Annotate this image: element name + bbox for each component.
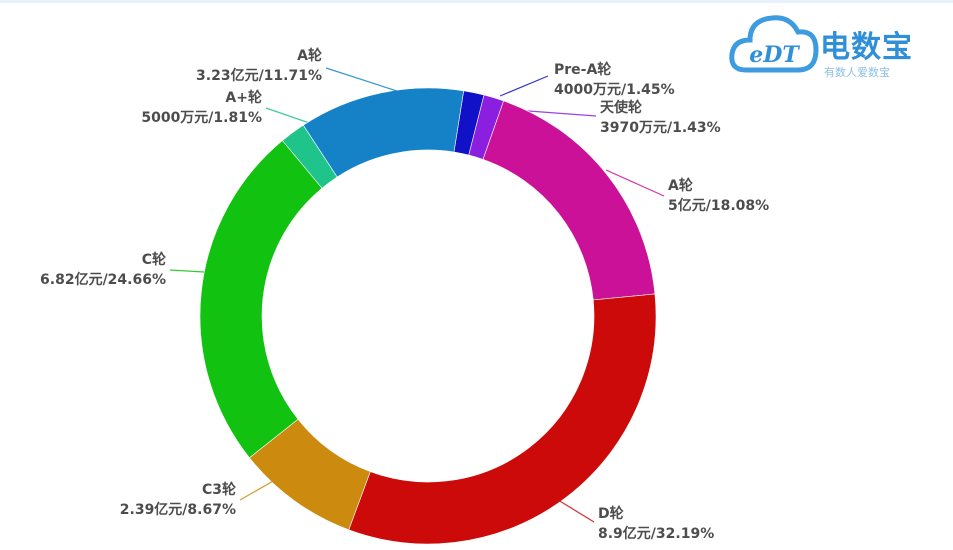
brand-name: 电数宝 <box>820 30 913 65</box>
slice-label: C3轮 <box>202 481 236 498</box>
leader-line <box>239 475 283 501</box>
donut-slice <box>348 293 657 545</box>
slice-label: Pre-A轮 <box>554 61 611 78</box>
brand-logo: eDT 电数宝 有数人爱数宝 <box>728 6 943 86</box>
slice-label: D轮 <box>598 505 624 522</box>
slice-value-label: 5亿元/18.08% <box>668 197 769 214</box>
brand-tagline: 有数人爱数宝 <box>824 66 890 79</box>
slice-value-label: 8.9亿元/32.19% <box>598 525 714 542</box>
leader-line <box>531 483 595 523</box>
slice-label: A+轮 <box>225 89 262 106</box>
slice-label: A轮 <box>668 177 693 194</box>
top-border <box>0 0 953 3</box>
donut-slice <box>199 140 323 459</box>
slice-value-label: 3.23亿元/11.71% <box>196 67 322 84</box>
slice-value-label: 2.39亿元/8.67% <box>120 501 236 518</box>
leader-line <box>325 67 401 93</box>
slice-value-label: 6.82亿元/24.66% <box>40 271 166 288</box>
slice-label: 天使轮 <box>600 99 642 116</box>
slice-value-label: 4000万元/1.45% <box>554 82 675 98</box>
slice-value-label: 3970万元/1.43% <box>600 120 721 136</box>
donut-slice <box>302 87 465 178</box>
slice-label: C轮 <box>142 251 166 268</box>
leader-line <box>499 75 549 97</box>
leader-line <box>169 269 205 273</box>
logo-badge-text: eDT <box>749 42 800 68</box>
leader-line <box>605 169 665 197</box>
slice-value-label: 5000万元/1.81% <box>141 110 262 126</box>
cloud-logo-icon: eDT <box>729 15 819 73</box>
slice-label: A轮 <box>297 47 322 64</box>
